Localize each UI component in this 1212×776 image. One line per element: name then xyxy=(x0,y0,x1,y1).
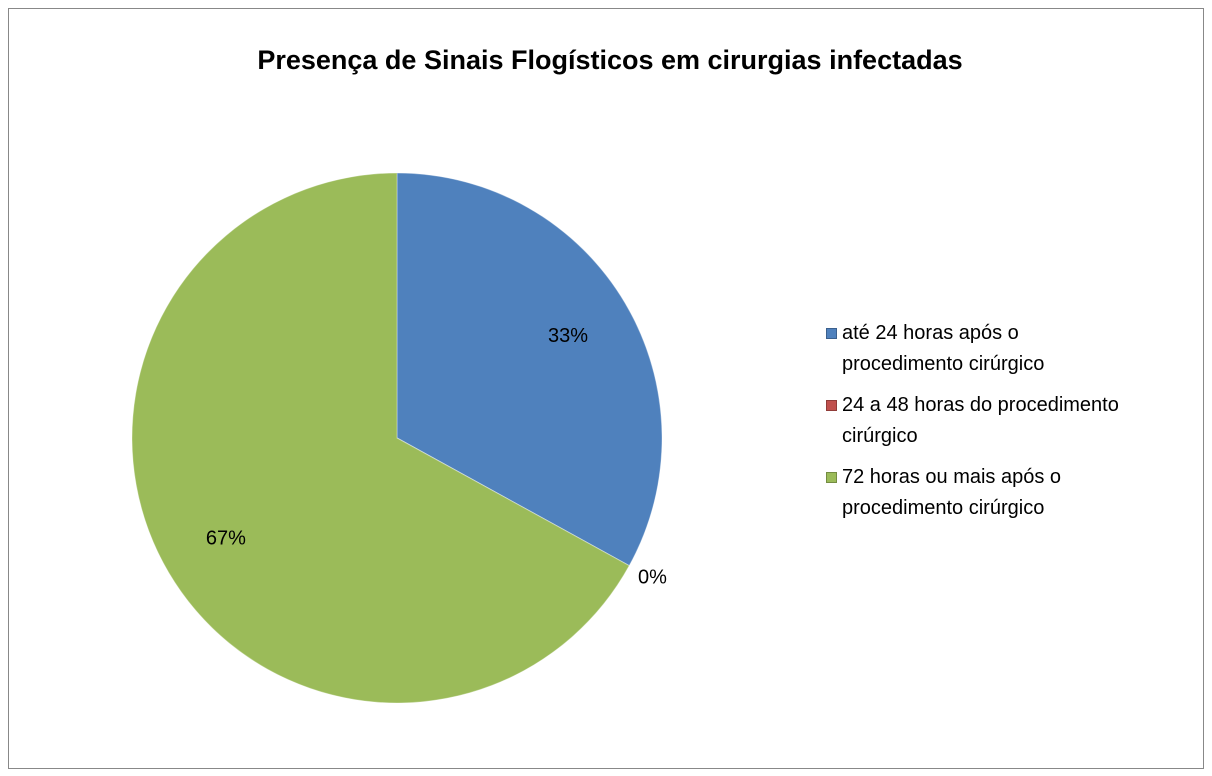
pie-slice xyxy=(131,172,630,704)
legend: até 24 horas após o procedimento cirúrgi… xyxy=(826,318,1156,524)
data-label: 67% xyxy=(206,527,246,549)
legend-entry: 24 a 48 horas do procedimento cirúrgico xyxy=(826,390,1156,452)
legend-swatch xyxy=(826,400,837,411)
data-label: 33% xyxy=(548,325,588,347)
legend-label: 24 a 48 horas do procedimento cirúrgico xyxy=(842,394,1119,447)
data-label: 0% xyxy=(638,567,667,589)
legend-label: até 24 horas após o procedimento cirúrgi… xyxy=(842,322,1045,375)
pie-slice xyxy=(396,172,663,567)
legend-entry: 72 horas ou mais após o procedimento cir… xyxy=(826,462,1156,524)
chart-title: Presença de Sinais Flogísticos em cirurg… xyxy=(257,45,962,75)
legend-label: 72 horas ou mais após o procedimento cir… xyxy=(842,466,1062,519)
legend-swatch xyxy=(826,328,837,339)
legend-swatch xyxy=(826,472,837,483)
legend-entry: até 24 horas após o procedimento cirúrgi… xyxy=(826,318,1156,380)
